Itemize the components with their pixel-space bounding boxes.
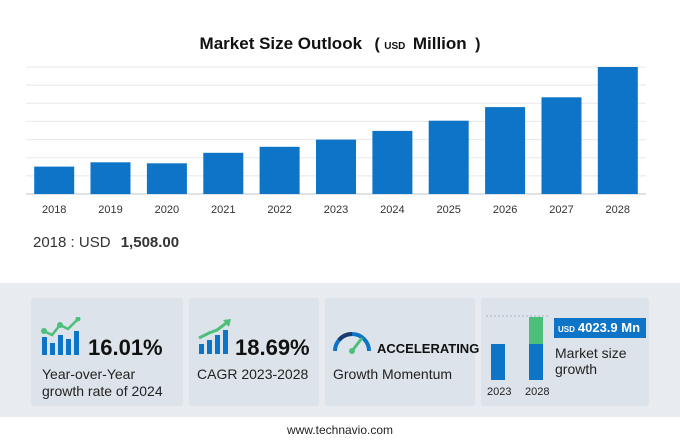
speedometer-icon bbox=[333, 331, 371, 354]
x-tick-label: 2028 bbox=[606, 204, 630, 216]
growth-amount-badge: USD 4023.9 Mn bbox=[554, 318, 646, 338]
bar-2027 bbox=[541, 97, 582, 194]
cagr-value: 18.69% bbox=[235, 335, 310, 360]
title-paren-close: ) bbox=[475, 36, 481, 53]
x-tick-label: 2027 bbox=[549, 204, 573, 216]
growth-mini-chart bbox=[486, 315, 548, 380]
growth-chart-icon bbox=[41, 317, 81, 355]
bar-2023 bbox=[316, 139, 356, 194]
x-tick-label: 2024 bbox=[380, 204, 404, 216]
chart-title: Market Size Outlook ( USD Million ) bbox=[0, 34, 680, 54]
x-tick-label: 2019 bbox=[98, 204, 122, 216]
title-paren-open: ( bbox=[374, 36, 380, 53]
yoy-caption: Year-over-Year growth rate of 2024 bbox=[42, 366, 163, 400]
x-tick-label: 2021 bbox=[211, 204, 235, 216]
title-text: Market Size Outlook bbox=[199, 34, 363, 53]
base-year-amount: 1,508.00 bbox=[120, 234, 180, 251]
bar-2028 bbox=[597, 67, 638, 194]
cagr-caption: CAGR 2023-2028 bbox=[197, 366, 309, 382]
bar-2025 bbox=[428, 120, 469, 194]
bar-2021 bbox=[203, 152, 244, 194]
base-year-label: 2018 : USD bbox=[33, 234, 111, 251]
mini-bar-2023 bbox=[491, 344, 505, 380]
bar-chart: 2018 2019 2020 2021 2022 2023 2024 2025 2026 2027… bbox=[26, 66, 646, 216]
yoy-value: 16.01% bbox=[88, 335, 163, 360]
yoy-caption-line1: Year-over-Year bbox=[42, 366, 136, 382]
mini-bar-2028-growth bbox=[529, 317, 543, 344]
x-tick-label: 2025 bbox=[436, 204, 460, 216]
x-tick-label: 2026 bbox=[493, 204, 517, 216]
growth-caption-line1: Market size bbox=[555, 345, 627, 361]
bar-2020 bbox=[146, 163, 187, 194]
x-tick-label: 2022 bbox=[267, 204, 291, 216]
yoy-card bbox=[31, 298, 183, 406]
mini-bar-2028-base bbox=[529, 344, 543, 380]
growth-amount: 4023.9 Mn bbox=[577, 320, 641, 335]
base-year-value: 2018 : USD 1,508.00 bbox=[33, 234, 179, 251]
x-tick-label: 2018 bbox=[42, 204, 66, 216]
growth-year-start: 2023 bbox=[487, 386, 512, 398]
bar-2019 bbox=[90, 162, 131, 195]
bar-2024 bbox=[372, 130, 413, 194]
growth-caption: Market size growth bbox=[555, 345, 627, 377]
bar-2022 bbox=[259, 146, 300, 194]
trend-up-icon bbox=[198, 319, 231, 354]
footer-url: www.technavio.com bbox=[286, 423, 394, 437]
growth-caption-line2: growth bbox=[555, 361, 598, 377]
bar-2026 bbox=[485, 107, 526, 194]
growth-year-end: 2028 bbox=[525, 386, 550, 398]
yoy-caption-line2: growth rate of 2024 bbox=[42, 383, 163, 399]
x-tick-label: 2023 bbox=[324, 204, 348, 216]
x-tick-label: 2020 bbox=[155, 204, 179, 216]
title-unit: Million bbox=[412, 34, 467, 53]
momentum-caption: Growth Momentum bbox=[333, 366, 453, 382]
bar-2018 bbox=[34, 166, 75, 194]
growth-amount-prefix: USD bbox=[558, 325, 575, 334]
growth-card bbox=[481, 298, 649, 406]
title-unit-prefix: USD bbox=[384, 41, 406, 52]
momentum-status: ACCELERATING bbox=[377, 341, 480, 356]
